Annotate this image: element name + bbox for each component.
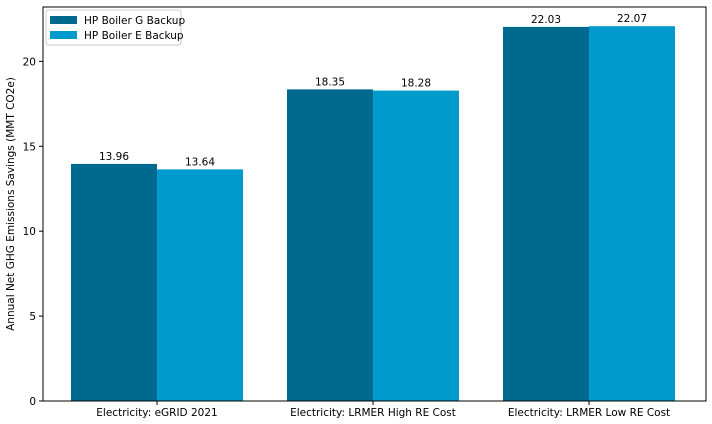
bar-1-2 xyxy=(287,89,373,401)
bar-value-label: 18.35 xyxy=(315,76,345,88)
legend-swatch xyxy=(50,31,77,39)
y-tick-label: 20 xyxy=(23,56,36,68)
y-tick-label: 5 xyxy=(29,311,36,323)
plot-frame xyxy=(42,6,707,402)
bar-2-3 xyxy=(589,26,675,401)
x-axis: Electricity: eGRID 2021 Electricity: LRME… xyxy=(96,401,670,419)
x-tick-label: Electricity: LRMER Low RE Cost xyxy=(508,407,670,419)
bars-group xyxy=(71,26,675,402)
x-tick-label: Electricity: eGRID 2021 xyxy=(96,407,217,419)
bar-value-label: 22.03 xyxy=(531,14,561,26)
y-tick-label: 15 xyxy=(23,141,36,153)
value-labels-group: 13.96 18.35 22.03 13.64 18.28 22.07 xyxy=(99,13,647,168)
legend-box xyxy=(45,9,182,46)
y-tick-label: 0 xyxy=(29,396,36,408)
legend-label: HP Boiler G Backup xyxy=(84,15,185,27)
x-tick-label: Electricity: LRMER High RE Cost xyxy=(290,407,456,419)
bar-1-1 xyxy=(71,163,157,401)
bar-2-2 xyxy=(373,90,459,401)
bar-value-label: 13.64 xyxy=(185,156,215,168)
bar-2-1 xyxy=(157,169,243,401)
y-axis-label: Annual Net GHG Emissions Savings (MMT CO… xyxy=(5,77,17,331)
bar-value-label: 18.28 xyxy=(401,78,431,90)
bar-value-label: 22.07 xyxy=(617,13,647,25)
legend-label: HP Boiler E Backup xyxy=(84,30,184,42)
bar-1-3 xyxy=(503,26,589,402)
y-tick-label: 10 xyxy=(23,226,36,238)
legend-swatch xyxy=(50,16,77,24)
bar-value-label: 13.96 xyxy=(99,151,129,163)
y-axis: 0 5 10 15 20 xyxy=(23,56,43,408)
legend: HP Boiler G Backup HP Boiler E Backup xyxy=(45,9,185,46)
